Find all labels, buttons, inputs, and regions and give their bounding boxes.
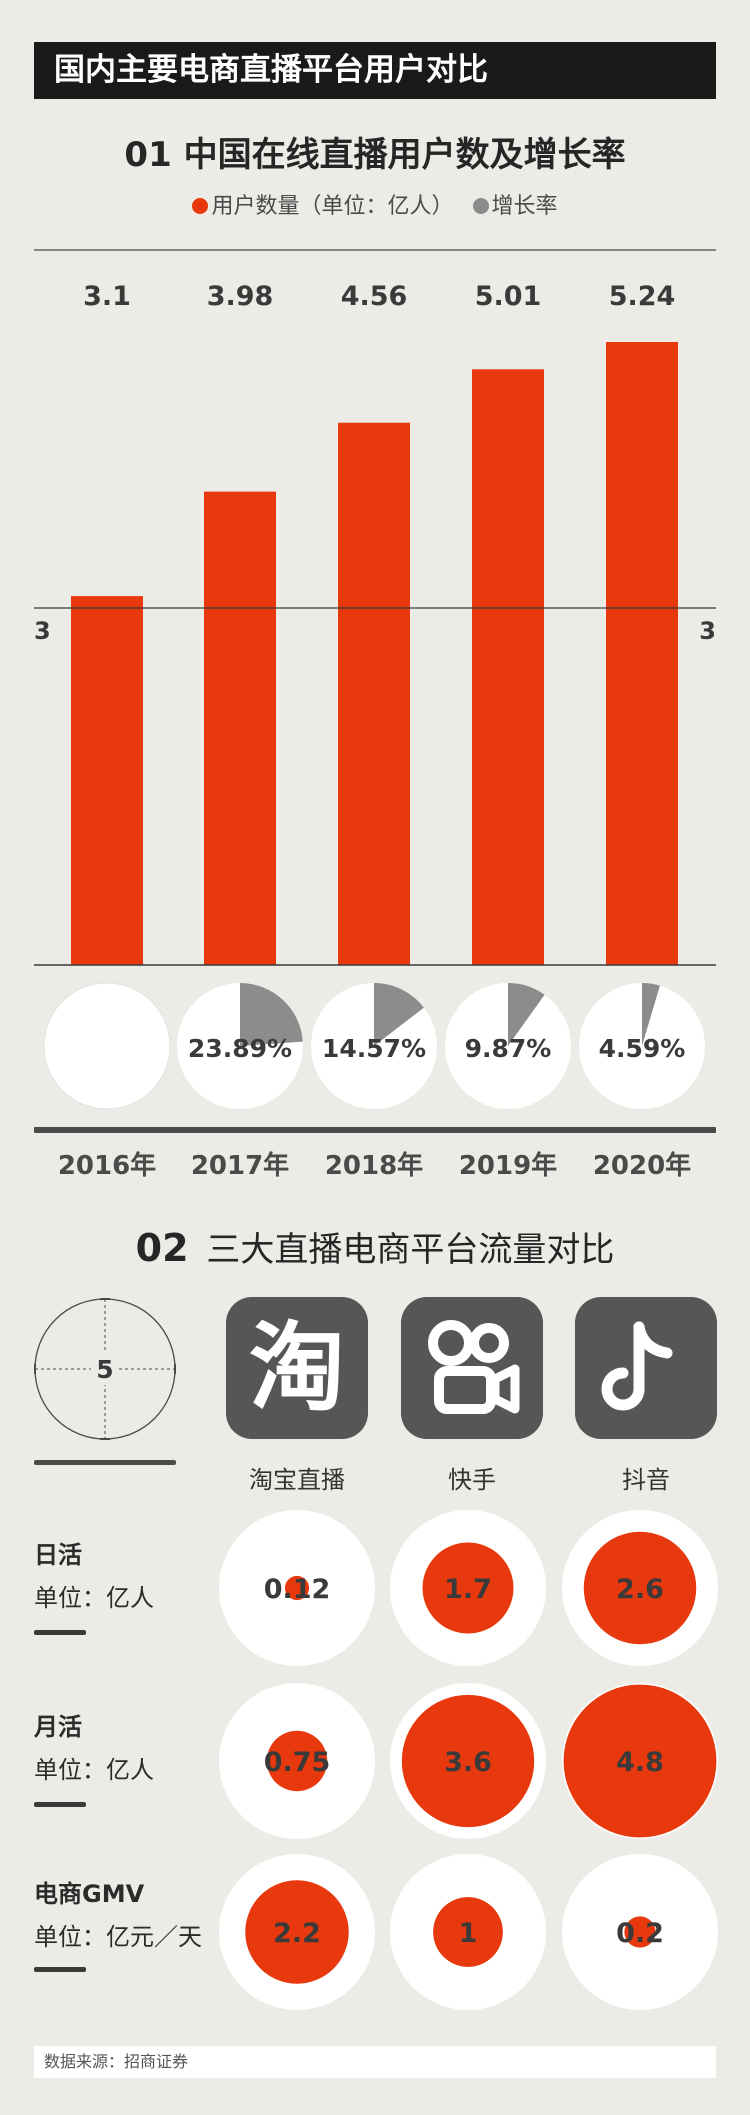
legend-item-growth: 增长率 <box>472 188 558 220</box>
chart2-title-number: 02 <box>135 1226 189 1270</box>
growth-rate-label: 23.89% <box>188 1034 292 1063</box>
bubble-value-label: 0.75 <box>264 1747 331 1778</box>
scale-reference-label: 5 <box>96 1355 113 1384</box>
platform-label-taobao: 淘宝直播 <box>249 1466 345 1494</box>
bar-2019年 <box>472 369 544 965</box>
source-text: 数据来源：招商证券 <box>44 2052 189 2071</box>
bar-2018年 <box>338 422 410 965</box>
bar-value-label: 4.56 <box>341 281 408 312</box>
bubble-日活-抖音 <box>583 1531 697 1645</box>
bar-value-label: 3.1 <box>83 281 131 312</box>
legend-swatch-users <box>192 198 209 214</box>
legend-swatch-growth <box>472 198 489 214</box>
bar-value-label: 3.98 <box>207 281 274 312</box>
douyin-logo-icon <box>575 1297 717 1439</box>
kuaishou-logo-glyph <box>428 1320 520 1414</box>
growth-pie-bg <box>43 982 171 1110</box>
row-unit-dau: 单位：亿人 <box>34 1584 154 1612</box>
legend-label-growth: 增长率 <box>491 194 558 219</box>
row-label-gmv: 电商GMV <box>34 1880 145 1908</box>
row-divider-mau <box>34 1802 86 1807</box>
chart1-legend: 用户数量（单位：亿人） 增长率 <box>0 188 750 220</box>
bubble-月活-淘宝直播 <box>266 1730 328 1792</box>
growth-rate-label: 9.87% <box>465 1034 552 1063</box>
growth-pie-slice <box>508 983 545 1046</box>
bubble-value-label: 1 <box>459 1918 478 1949</box>
row-label-mau: 月活 <box>34 1713 82 1741</box>
bar-value-label: 5.01 <box>475 281 542 312</box>
row-divider-dau <box>34 1630 86 1635</box>
chart1-title: 01 中国在线直播用户数及增长率 <box>124 135 626 175</box>
taobao-logo-icon: 淘 <box>226 1297 368 1439</box>
bubble-value-label: 1.7 <box>444 1574 492 1605</box>
bubble-月活-快手 <box>401 1694 535 1828</box>
growth-pie-slice <box>642 983 660 1046</box>
legend-item-users: 用户数量（单位：亿人） <box>192 188 454 220</box>
douyin-logo-glyph <box>601 1321 673 1411</box>
bubble-value-label: 2.2 <box>273 1918 321 1949</box>
bubble-电商GMV-抖音 <box>624 1916 656 1948</box>
growth-pie-slice <box>240 983 303 1046</box>
scale-reference-rule <box>34 1460 176 1465</box>
year-tick-label: 2018年 <box>325 1150 423 1181</box>
bubble-value-label: 3.6 <box>444 1747 492 1778</box>
bar-value-label: 5.24 <box>609 281 676 312</box>
growth-rate-label: 14.57% <box>322 1034 426 1063</box>
chart2-title: 02 三大直播电商平台流量对比 <box>0 1222 750 1271</box>
bubble-value-label: 2.6 <box>616 1574 664 1605</box>
reference-label-right: 3 <box>699 617 716 645</box>
bubble-日活-快手 <box>422 1542 514 1634</box>
year-tick-label: 2019年 <box>459 1150 557 1181</box>
reference-label-left: 3 <box>34 617 51 645</box>
bubble-电商GMV-淘宝直播 <box>245 1880 349 1984</box>
chart2-title-text: 三大直播电商平台流量对比 <box>206 1230 615 1270</box>
bubble-日活-淘宝直播 <box>284 1575 310 1601</box>
bubble-月活-抖音 <box>563 1684 717 1838</box>
bar-2020年 <box>606 342 678 965</box>
taobao-logo-glyph: 淘 <box>249 1312 345 1424</box>
row-unit-gmv: 单位：亿元／天 <box>34 1923 202 1951</box>
year-axis-rule <box>34 1127 716 1133</box>
growth-rate-label: 4.59% <box>599 1034 686 1063</box>
year-tick-label: 2016年 <box>58 1150 156 1181</box>
scale-label-bg <box>91 1353 119 1385</box>
year-tick-label: 2020年 <box>593 1150 691 1181</box>
year-tick-label: 2017年 <box>191 1150 289 1181</box>
bubble-电商GMV-快手 <box>433 1897 503 1967</box>
bubble-value-label: 0.12 <box>264 1574 331 1605</box>
page-title: 国内主要电商直播平台用户对比 <box>54 52 488 88</box>
platform-label-douyin: 抖音 <box>622 1466 670 1494</box>
row-unit-mau: 单位：亿人 <box>34 1756 154 1784</box>
bar-2017年 <box>204 491 276 965</box>
source-footer: 数据来源：招商证券 <box>34 2046 716 2078</box>
platform-label-kuaishou: 快手 <box>448 1466 496 1494</box>
kuaishou-logo-icon <box>401 1297 543 1439</box>
row-divider-gmv <box>34 1967 86 1972</box>
bar-2016年 <box>71 596 143 965</box>
bubble-value-label: 4.8 <box>616 1747 664 1778</box>
legend-label-users: 用户数量（单位：亿人） <box>211 194 454 219</box>
bubble-value-label: 0.2 <box>616 1918 664 1949</box>
row-label-dau: 日活 <box>34 1541 82 1569</box>
header-bar: 国内主要电商直播平台用户对比 <box>34 42 716 99</box>
growth-pie-slice <box>374 983 424 1046</box>
